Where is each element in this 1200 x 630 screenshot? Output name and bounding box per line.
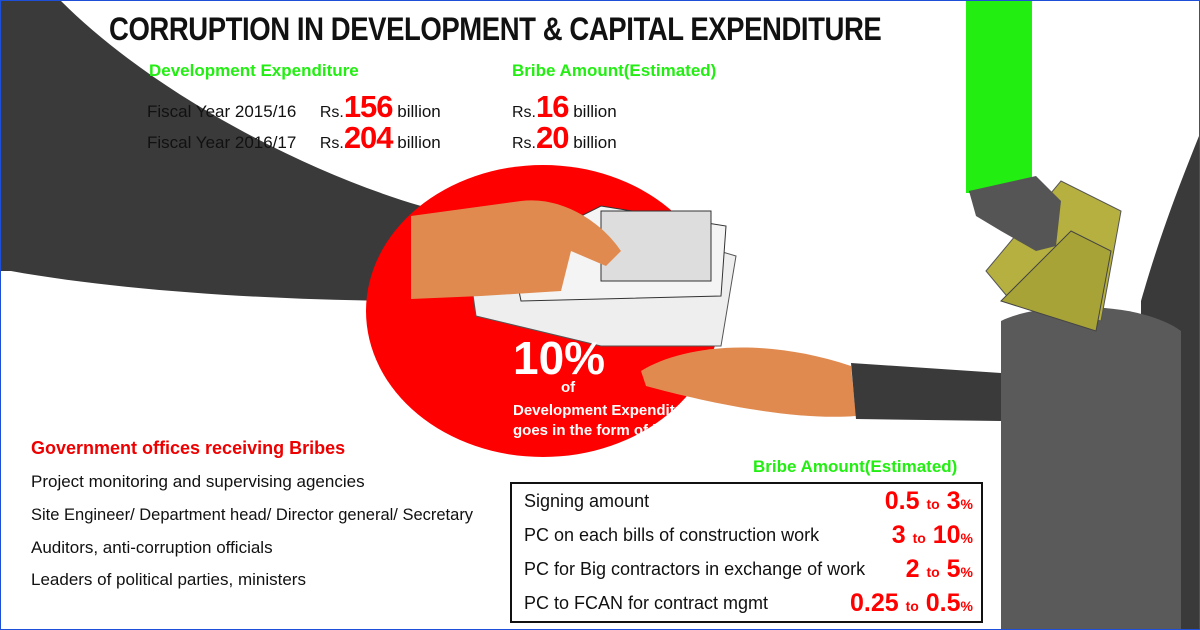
range-value: 2 to 5% xyxy=(905,554,973,583)
office-item: Auditors, anti-corruption officials xyxy=(31,538,273,557)
page-title: CORRUPTION IN DEVELOPMENT & CAPITAL EXPE… xyxy=(109,11,882,47)
currency-prefix: Rs. xyxy=(319,104,344,121)
bribe-row: Rs.20 billion xyxy=(512,120,617,156)
development-row: Fiscal Year 2015/16 Rs.156 billion xyxy=(147,89,441,125)
bribe-heading-top: Bribe Amount(Estimated) xyxy=(512,61,717,80)
row-label: PC to FCAN for contract mgmt xyxy=(524,592,769,613)
amount-value: 16 xyxy=(536,89,569,124)
row-label: Signing amount xyxy=(524,490,650,511)
office-item: Site Engineer/ Department head/ Director… xyxy=(31,506,474,524)
bribe-table-heading: Bribe Amount(Estimated) xyxy=(753,457,958,476)
amount-value: 204 xyxy=(343,120,394,155)
center-line-2: goes in the form of bribe xyxy=(513,422,689,439)
row-label: PC on each bills of construction work xyxy=(524,524,820,545)
unit-label: billion xyxy=(573,102,617,121)
left-arm-sleeve xyxy=(1,1,421,301)
row-label: PC for Big contractors in exchange of wo… xyxy=(524,558,866,579)
development-row: Fiscal Year 2016/17 Rs.204 billion xyxy=(147,120,441,156)
unit-label: billion xyxy=(397,133,441,152)
giving-hand xyxy=(411,200,621,299)
amount-value: 156 xyxy=(343,89,394,124)
table-row: PC on each bills of construction work 3 … xyxy=(524,518,973,552)
currency-prefix: Rs. xyxy=(512,135,536,152)
offices-heading: Government offices receiving Bribes xyxy=(31,438,346,458)
range-value: 3 to 10% xyxy=(891,520,973,549)
range-value: 0.5 to 3% xyxy=(884,486,973,515)
table-row: Signing amount 0.5 to 3% xyxy=(524,484,973,518)
right-arm-sleeve xyxy=(851,363,1001,421)
amount-value: 20 xyxy=(536,120,569,155)
unit-label: billion xyxy=(397,102,441,121)
of-label: of xyxy=(561,379,576,396)
office-item: Leaders of political parties, ministers xyxy=(31,570,306,589)
center-line-1: Development Expenditure xyxy=(513,402,699,419)
fiscal-year-label: Fiscal Year 2016/17 xyxy=(147,133,297,152)
unit-label: billion xyxy=(573,133,617,152)
development-heading: Development Expenditure xyxy=(149,61,359,80)
receiving-hand xyxy=(641,347,856,417)
table-row: PC for Big contractors in exchange of wo… xyxy=(524,552,973,586)
green-bar xyxy=(966,1,1032,193)
currency-prefix: Rs. xyxy=(512,104,536,121)
bribe-row: Rs.16 billion xyxy=(512,89,617,125)
range-value: 0.25 to 0.5% xyxy=(849,588,973,617)
taking-hand xyxy=(969,176,1061,251)
fiscal-year-label: Fiscal Year 2015/16 xyxy=(147,102,297,121)
percent-figure: 10% xyxy=(513,332,606,384)
office-item: Project monitoring and supervising agenc… xyxy=(31,472,365,491)
pocket xyxy=(1001,307,1181,629)
currency-prefix: Rs. xyxy=(319,135,344,152)
bribe-table: Signing amount 0.5 to 3% PC on each bill… xyxy=(510,482,983,623)
table-row: PC to FCAN for contract mgmt 0.25 to 0.5… xyxy=(524,586,973,620)
